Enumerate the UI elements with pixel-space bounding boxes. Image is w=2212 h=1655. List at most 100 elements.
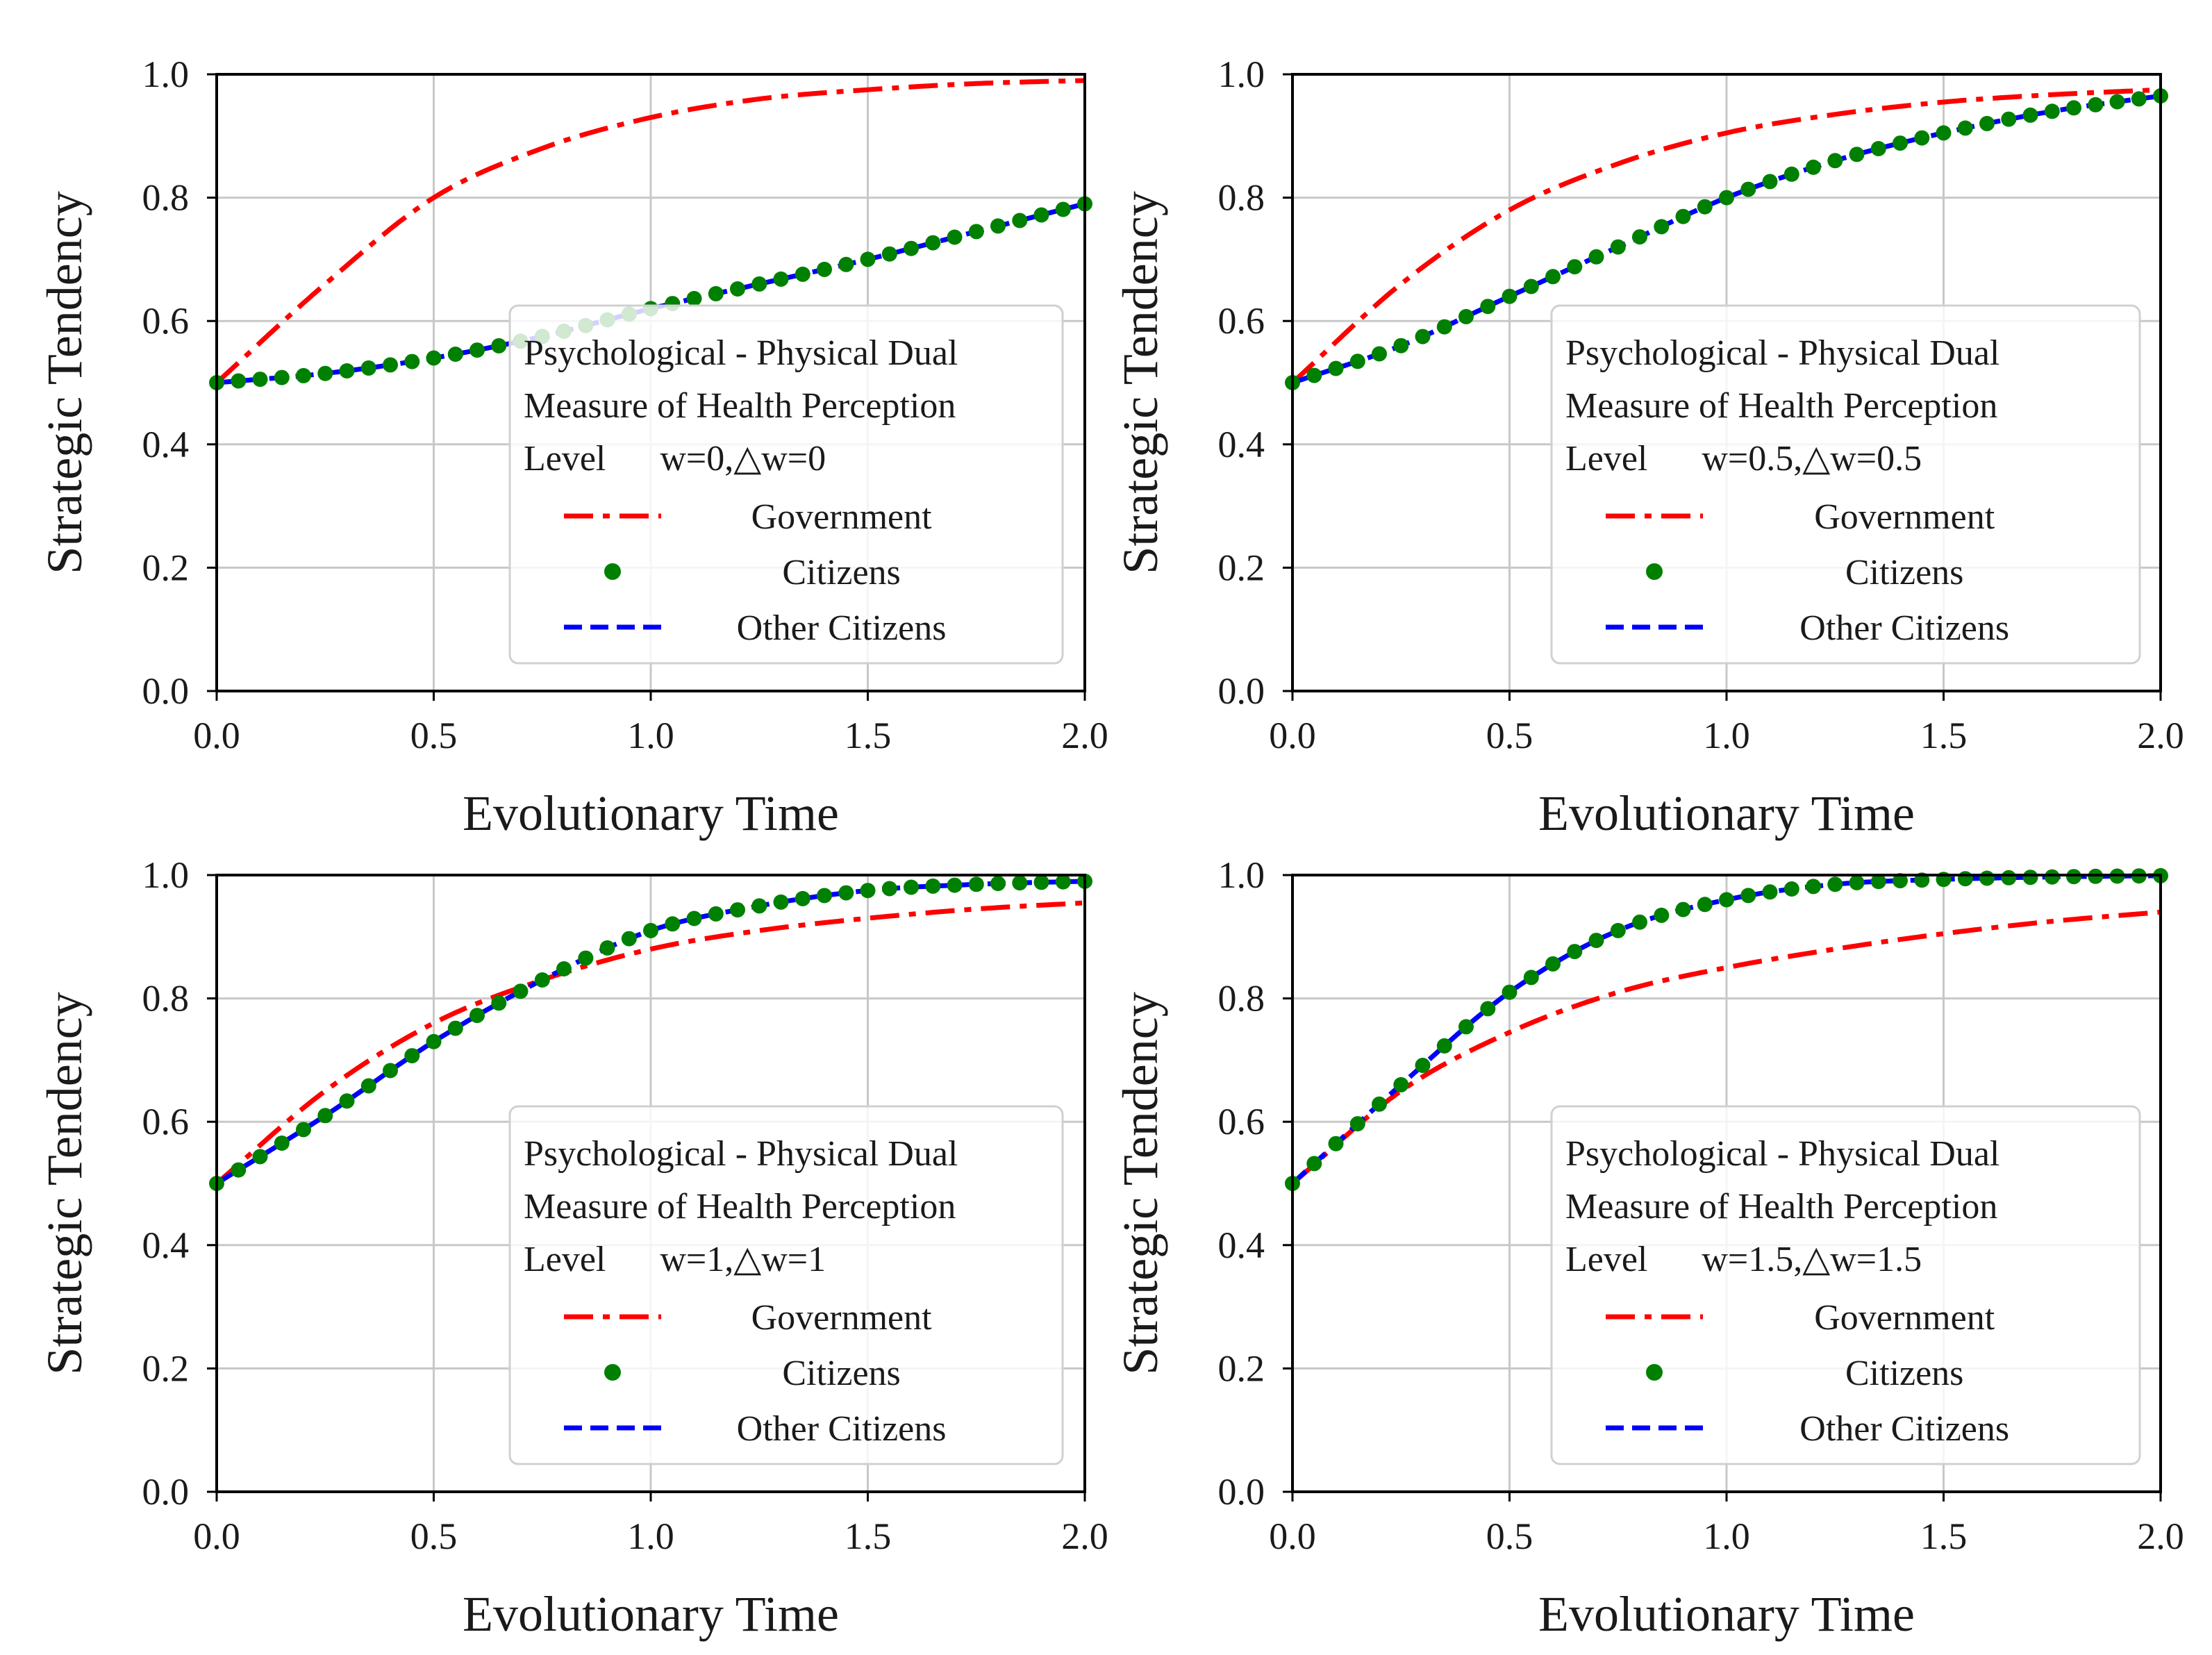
x-tick-label: 0.0 <box>1269 1515 1316 1557</box>
y-tick-label: 0.8 <box>142 978 190 1020</box>
citizens-point <box>491 338 507 354</box>
x-tick-label: 1.0 <box>1703 1515 1750 1557</box>
citizens-point <box>2088 97 2104 113</box>
citizens-point <box>1740 181 1756 197</box>
series-line-government <box>215 78 1086 385</box>
y-tick-label: 1.0 <box>1218 854 1265 896</box>
panel-bottom-left: 0.0 0.5 1.0 1.5 2.0 0.0 0.2 0.4 0.6 0.8 1.0 Evoluti… <box>37 854 1108 1642</box>
citizens-point <box>730 902 745 918</box>
citizens-point <box>686 910 702 926</box>
citizens-point <box>1523 970 1539 985</box>
ticks: 0.0 0.5 1.0 1.5 2.0 0.0 0.2 0.4 0.6 0.8 1.0 <box>142 854 1108 1557</box>
citizens-point <box>491 995 507 1011</box>
citizens-point <box>1697 199 1713 215</box>
citizens-point <box>426 1033 442 1049</box>
x-axis-label: Evolutionary Time <box>1538 785 1915 841</box>
legend-title-line: Measure of Health Perception <box>524 386 956 426</box>
citizens-point <box>1588 933 1604 949</box>
citizens-point <box>1870 874 1886 890</box>
y-tick-label: 0.6 <box>1218 300 1265 342</box>
citizens-point <box>1979 115 1995 131</box>
y-tick-label: 0.0 <box>1218 670 1265 712</box>
legend-title-line: Psychological - Physical Dual <box>524 1134 958 1174</box>
citizens-point <box>1306 1156 1322 1172</box>
citizens-point <box>1523 278 1539 294</box>
citizens-point <box>1697 897 1713 913</box>
legend-box <box>508 304 1064 665</box>
citizens-point <box>404 1048 420 1064</box>
citizens-point <box>383 357 398 373</box>
legend-title-line: Level w=1,△w=1 <box>524 1240 826 1279</box>
ticks: 0.0 0.5 1.0 1.5 2.0 0.0 0.2 0.4 0.6 0.8 1.0 <box>142 53 1108 756</box>
y-axis-label: Strategic Tendency <box>37 191 92 574</box>
legend: Psychological - Physical Dual Measure of … <box>1550 1105 2141 1465</box>
x-tick-label: 2.0 <box>2137 715 2184 756</box>
citizens-point <box>1762 174 1778 190</box>
series-group <box>209 873 1092 1191</box>
panel-top-right: 0.0 0.5 1.0 1.5 2.0 0.0 0.2 0.4 0.6 0.8 1.0 Evoluti… <box>1113 53 2184 841</box>
legend-title-line: Measure of Health Perception <box>524 1187 956 1226</box>
citizens-point <box>686 290 702 306</box>
citizens-point <box>1545 956 1561 972</box>
citizens-point <box>231 1162 247 1178</box>
x-tick-label: 0.5 <box>410 715 458 756</box>
y-tick-label: 0.8 <box>1218 177 1265 219</box>
x-axis-label: Evolutionary Time <box>463 1586 839 1642</box>
legend-label-government: Government <box>751 1298 932 1338</box>
citizens-point <box>360 1078 376 1094</box>
citizens-point <box>1783 166 1799 182</box>
citizens-point <box>1372 346 1387 362</box>
citizens-point <box>1055 201 1071 217</box>
legend-handle-citizens <box>604 1364 621 1381</box>
citizens-point <box>2001 870 2017 885</box>
citizens-point <box>838 885 854 901</box>
y-tick-label: 0.4 <box>142 424 190 465</box>
citizens-point <box>881 881 897 897</box>
x-tick-label: 1.5 <box>1920 715 1968 756</box>
citizens-point <box>881 246 897 262</box>
citizens-point <box>925 235 941 251</box>
citizens-point <box>317 1108 333 1124</box>
legend: Psychological - Physical Dual Measure of … <box>508 304 1064 665</box>
legend-title-line: Measure of Health Perception <box>1565 386 1997 426</box>
series-line-government <box>215 900 1086 1186</box>
citizens-point <box>1458 308 1474 324</box>
citizens-point <box>1033 874 1049 890</box>
panel-bottom-right: 0.0 0.5 1.0 1.5 2.0 0.0 0.2 0.4 0.6 0.8 1.0 Evoluti… <box>1113 854 2184 1642</box>
citizens-point <box>1957 120 1973 136</box>
citizens-point <box>274 1136 290 1151</box>
citizens-point <box>1328 1136 1344 1151</box>
citizens-point <box>296 367 311 383</box>
series-points-citizens <box>209 873 1092 1191</box>
legend-label-government: Government <box>1814 1298 1995 1338</box>
citizens-point <box>317 365 333 381</box>
series-group <box>1285 87 2168 390</box>
panels-container: 0.0 0.5 1.0 1.5 2.0 0.0 0.2 0.4 0.6 0.8 1.0 Evoluti… <box>37 53 2184 1642</box>
citizens-point <box>2066 100 2081 116</box>
citizens-point <box>1480 1001 1496 1017</box>
citizens-point <box>1675 208 1691 224</box>
citizens-point <box>1458 1019 1474 1035</box>
legend-handle-citizens <box>1646 563 1663 580</box>
series-line-government <box>1290 87 2161 385</box>
citizens-point <box>1502 288 1517 304</box>
citizens-point <box>2066 869 2081 885</box>
citizens-point <box>817 261 832 277</box>
x-tick-label: 0.5 <box>1486 1515 1533 1557</box>
citizens-point <box>1328 360 1344 376</box>
citizens-point <box>1979 870 1995 886</box>
citizens-point <box>2044 869 2060 885</box>
citizens-point <box>773 894 789 910</box>
citizens-point <box>1957 871 1973 887</box>
citizens-point <box>968 876 984 892</box>
citizens-point <box>904 240 919 256</box>
citizens-point <box>904 879 919 895</box>
citizens-point <box>599 940 615 956</box>
citizens-point <box>1870 141 1886 156</box>
citizens-point <box>925 878 941 894</box>
citizens-point <box>1827 876 1843 892</box>
y-tick-label: 1.0 <box>142 53 190 95</box>
citizens-point <box>751 898 767 914</box>
legend-label-other-citizens: Other Citizens <box>1799 608 2009 648</box>
